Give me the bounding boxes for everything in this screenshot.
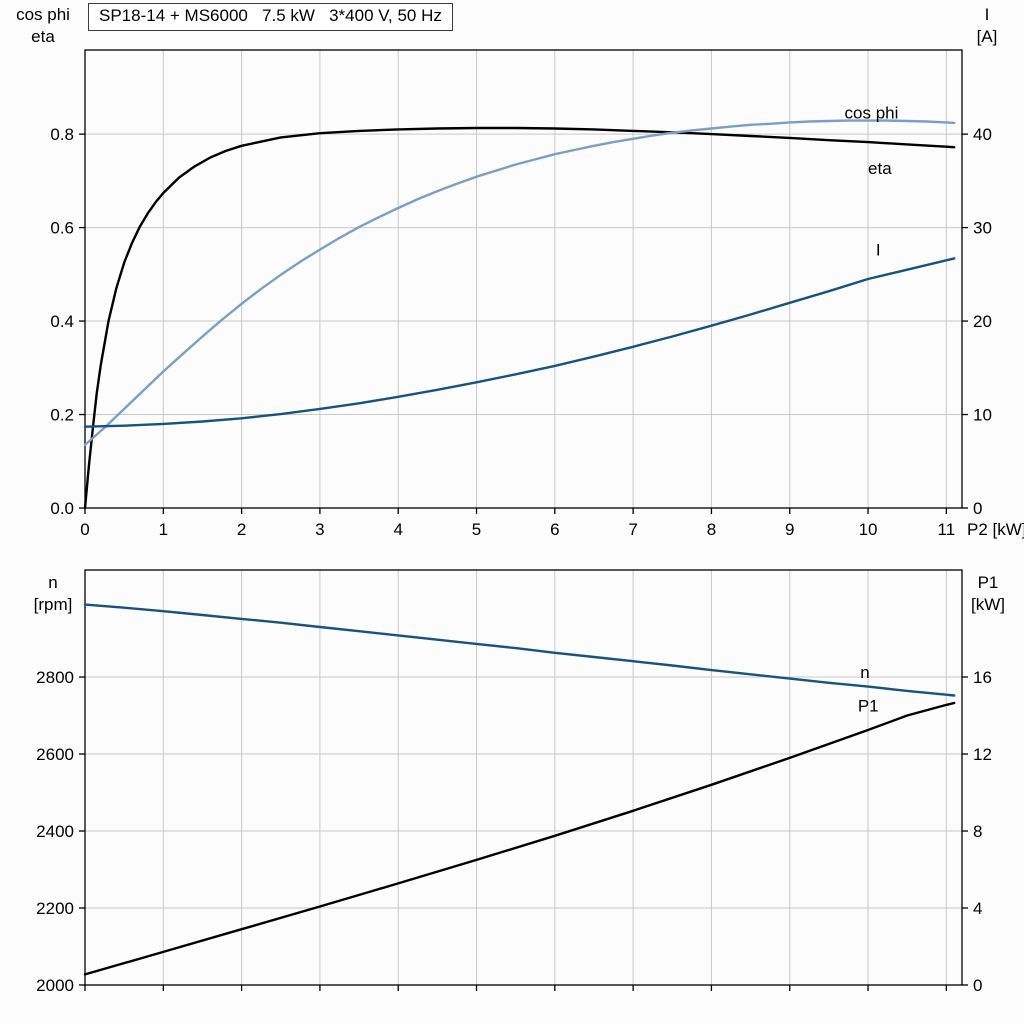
input-power-curve [83, 701, 956, 976]
cos-phi-curve [83, 119, 956, 447]
speed-power-right-tick-label: 0 [973, 976, 982, 995]
top-left-axis-title-line1: cos phi [16, 5, 70, 24]
motor-efficiency-right-tick-label: 40 [973, 125, 992, 144]
motor-efficiency-x-tick-label: 8 [707, 520, 716, 539]
bottom-chart-right-axis-title: P1 [kW] [956, 572, 1020, 616]
motor-efficiency-x-tick-label: 2 [237, 520, 246, 539]
current-curve-label: I [876, 241, 881, 260]
speed-power-frame [84, 569, 963, 986]
x-axis-title: P2 [kW] [967, 520, 1024, 539]
motor-efficiency-grid [85, 50, 962, 508]
motor-efficiency-left-tick-label: 0.0 [50, 499, 74, 518]
motor-efficiency-x-tick-label: 3 [315, 520, 324, 539]
motor-efficiency-right-tick-label: 30 [973, 219, 992, 238]
input-power-curve-label: P1 [858, 697, 879, 716]
motor-efficiency-right-tick-label: 20 [973, 312, 992, 331]
bottom-right-axis-title-line2: [kW] [971, 595, 1005, 614]
speed-power-chart: 2000 2200 2400 2600 2800 0 4 8 12 16 n P1 [36, 569, 992, 995]
motor-efficiency-axis-ticks [79, 133, 968, 514]
motor-efficiency-x-tick-label: 5 [472, 520, 481, 539]
speed-power-left-tick-label: 2800 [36, 668, 74, 687]
motor-efficiency-tick-labels: 0 1 2 3 4 5 6 7 8 9 10 11 0.0 0.2 0.4 0.6 0.8 0 10 20 30 40 [50, 125, 992, 539]
chart-title-box: SP18-14 + MS6000 7.5 kW 3*400 V, 50 Hz [88, 3, 453, 31]
bottom-right-axis-title-line1: P1 [977, 573, 999, 592]
speed-curve [83, 603, 956, 697]
speed-power-right-tick-label: 16 [973, 668, 992, 687]
eta-curve-label: eta [868, 159, 892, 178]
motor-efficiency-left-tick-label: 0.4 [50, 312, 74, 331]
motor-efficiency-x-tick-label: 4 [393, 520, 402, 539]
motor-efficiency-x-tick-label: 7 [628, 520, 637, 539]
motor-efficiency-right-tick-label: 0 [973, 499, 982, 518]
bottom-chart-left-axis-title: n [rpm] [14, 572, 92, 616]
motor-efficiency-frame [84, 49, 963, 509]
top-left-axis-title-line2: eta [31, 27, 55, 46]
motor-efficiency-x-tick-label: 1 [159, 520, 168, 539]
speed-power-grid [85, 570, 962, 985]
motor-efficiency-right-tick-label: 10 [973, 406, 992, 425]
speed-power-tick-labels: 2000 2200 2400 2600 2800 0 4 8 12 16 [36, 668, 992, 995]
bottom-left-axis-title-line2: [rpm] [33, 595, 73, 614]
speed-curve-label: n [860, 663, 869, 682]
motor-efficiency-left-tick-label: 0.2 [50, 406, 74, 425]
top-chart-left-axis-title: cos phi eta [4, 4, 82, 48]
motor-efficiency-x-tick-label: 11 [938, 520, 956, 539]
speed-power-axis-ticks [79, 676, 968, 991]
speed-power-left-tick-label: 2000 [36, 976, 74, 995]
speed-power-right-tick-label: 12 [973, 745, 992, 764]
motor-efficiency-x-tick-label: 0 [80, 520, 89, 539]
top-right-axis-title-line2: [A] [976, 27, 998, 46]
eta-curve [83, 126, 956, 510]
bottom-left-axis-title-line1: n [48, 573, 58, 592]
motor-efficiency-x-tick-label: 9 [785, 520, 794, 539]
speed-power-left-tick-label: 2400 [36, 822, 74, 841]
speed-power-right-tick-label: 4 [973, 899, 982, 918]
motor-efficiency-left-tick-label: 0.8 [50, 125, 74, 144]
speed-power-left-tick-label: 2200 [36, 899, 74, 918]
speed-power-right-tick-label: 8 [973, 822, 982, 841]
motor-efficiency-left-tick-label: 0.6 [50, 219, 74, 238]
motor-efficiency-x-tick-label: 10 [859, 520, 878, 539]
motor-efficiency-x-tick-label: 6 [550, 520, 559, 539]
cos-phi-curve-label: cos phi [845, 104, 899, 123]
speed-power-left-tick-label: 2600 [36, 745, 74, 764]
top-chart-right-axis-title: I [A] [956, 4, 1018, 48]
motor-efficiency-chart: 0 1 2 3 4 5 6 7 8 9 10 11 0.0 0.2 0.4 0.6 0.8 0 10 20 30 40 et… [50, 49, 992, 539]
top-right-axis-title-line1: I [984, 5, 990, 24]
current-curve [83, 257, 956, 428]
